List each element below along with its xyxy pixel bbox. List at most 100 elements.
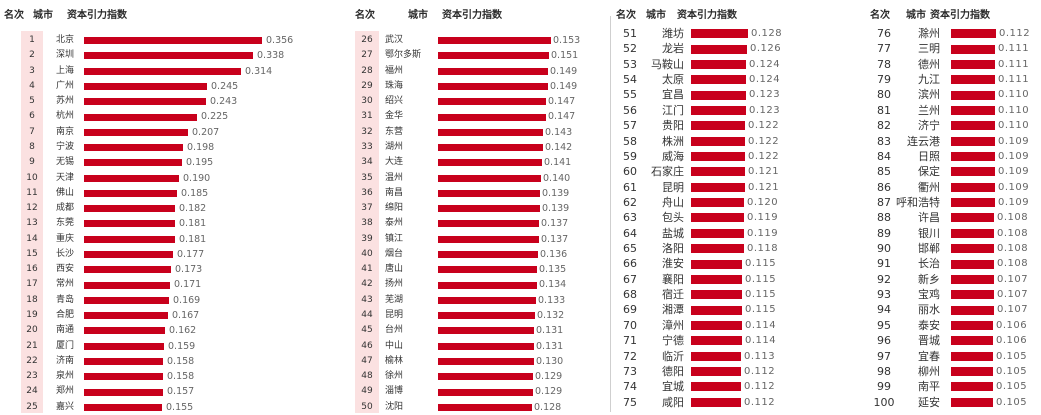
rank-label: 68 [623,288,637,302]
value-label: 0.109 [998,181,1030,193]
value-label: 0.115 [745,289,777,301]
table-row: 18 青岛 0.169 [0,293,215,308]
table-row: 58 株洲 0.122 [612,134,782,149]
city-label: 泉州 [56,371,75,382]
bar [951,290,994,300]
header-rank: 名次 [355,10,375,21]
rank-label: 97 [877,349,891,363]
city-label: 徐州 [385,371,404,382]
city-label: 石家庄 [651,165,684,179]
value-label: 0.143 [545,126,573,138]
rank-label: 75 [623,395,637,409]
table-row: 33 湖州 0.142 [355,140,572,155]
bar [438,312,535,320]
rank-label: 57 [623,119,637,133]
bar [438,220,539,228]
city-label: 宿迁 [662,288,684,302]
table-row: 75 咸阳 0.112 [612,395,782,410]
city-label: 贵阳 [662,119,684,133]
value-label: 0.169 [173,294,201,306]
table-row: 41 唐山 0.135 [355,262,570,277]
value-label: 0.181 [179,218,207,230]
bar [438,251,538,259]
city-label: 日照 [918,149,940,163]
city-label: 济南 [56,355,75,366]
value-label: 0.121 [748,166,780,178]
city-label: 淄博 [385,386,404,397]
bar [438,358,534,365]
value-label: 0.157 [167,386,195,398]
rank-label: 87 [877,195,891,209]
city-label: 滨州 [918,88,940,102]
table-row: 72 临沂 0.113 [612,349,782,364]
table-row: 14 重庆 0.181 [0,232,215,247]
value-label: 0.243 [210,96,238,108]
table-row: 27 鄂尔多斯 0.151 [355,48,578,63]
bar [951,29,996,39]
bar [84,235,175,243]
value-label: 0.118 [747,243,779,255]
table-row: 60 石家庄 0.121 [612,164,782,179]
city-label: 长治 [918,257,940,271]
city-label: 南京 [56,126,75,137]
rank-label: 83 [877,134,891,148]
city-label: 昆明 [385,310,404,321]
value-label: 0.105 [996,381,1028,393]
table-row: 25 嘉兴 0.155 [0,400,215,415]
city-label: 青岛 [56,294,75,305]
bar [951,213,994,223]
table-row: 59 威海 0.122 [612,149,782,164]
table-row: 5 苏州 0.243 [0,94,237,109]
city-label: 洛阳 [662,242,684,256]
bar [438,113,546,121]
city-label: 宜昌 [662,88,684,102]
value-label: 0.119 [747,227,779,239]
city-label: 临沂 [662,349,684,363]
city-label: 东莞 [56,218,75,229]
table-row: 9 无锡 0.195 [0,155,215,170]
rank-label: 53 [623,57,637,71]
city-label: 烟台 [385,248,404,259]
bar [438,67,548,75]
value-label: 0.108 [997,212,1029,224]
rank-label: 89 [877,226,891,240]
rank-label: 9 [29,157,35,168]
city-label: 宁德 [662,334,684,348]
value-label: 0.108 [997,227,1029,239]
rank-label: 4 [29,80,35,91]
city-label: 沈阳 [385,401,404,412]
table-row: 44 昆明 0.132 [355,308,570,323]
rank-label: 45 [361,325,373,336]
city-label: 银川 [918,226,940,240]
bar [951,259,994,269]
rank-label: 39 [361,233,373,244]
city-label: 榆林 [385,355,404,366]
bar [951,182,995,192]
bar [691,382,741,392]
value-label: 0.105 [996,396,1028,408]
rank-label: 46 [361,340,373,351]
bar [691,75,746,85]
rank-label: 1 [29,35,35,45]
bar [438,342,534,350]
bar [84,113,197,121]
value-label: 0.105 [996,365,1028,377]
bar [84,266,171,274]
city-label: 三明 [918,42,940,56]
header-city: 城市 [408,10,428,21]
bar [951,44,995,54]
bar [438,235,539,243]
table-row: 83 连云港 0.109 [866,134,1041,149]
rank-label: 96 [877,334,891,348]
rank-label: 85 [877,165,891,179]
city-label: 德州 [918,57,940,71]
value-label: 0.107 [997,289,1029,301]
value-label: 0.158 [167,355,195,367]
city-label: 宜春 [918,349,940,363]
table-row: 92 新乡 0.107 [866,272,1041,287]
rank-label: 74 [623,380,637,394]
value-label: 0.177 [177,248,205,260]
rank-label: 50 [361,401,373,412]
value-label: 0.129 [535,371,563,383]
bar [951,75,995,85]
